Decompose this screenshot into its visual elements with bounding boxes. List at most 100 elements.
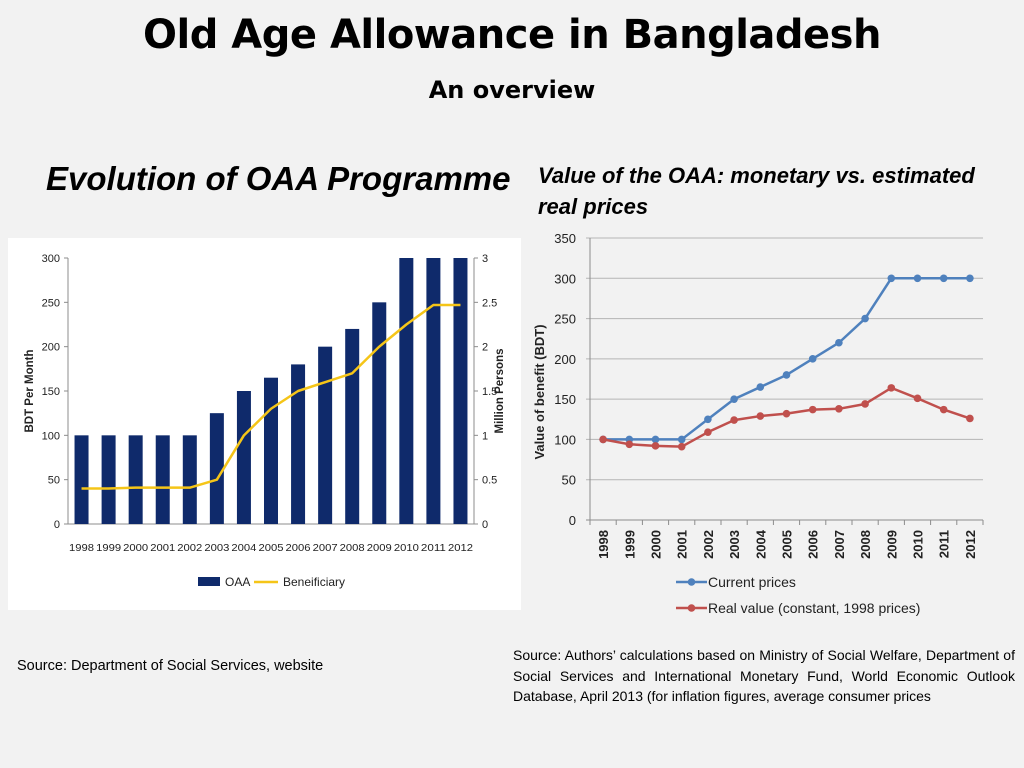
legend-current-prices-label: Current prices [708, 574, 796, 590]
left-axis-tick-label: 250 [42, 297, 60, 309]
x-axis-tick-label: 1999 [622, 530, 637, 559]
x-axis-tick-label: 1999 [96, 542, 121, 554]
y-axis-tick-label: 200 [554, 352, 576, 367]
y-axis-tick-label: 150 [554, 392, 576, 407]
x-axis-tick-label: 2005 [259, 542, 284, 554]
oaa-bar [236, 391, 251, 524]
real-value-point [835, 405, 843, 413]
real-value-point [887, 384, 896, 392]
x-axis-tick-label: 2006 [286, 542, 311, 554]
x-axis-tick-label: 2003 [727, 530, 742, 559]
right-section-heading: Value of the OAA: monetary vs. estimated… [538, 163, 975, 219]
current-prices-point [704, 415, 712, 424]
real-value-point [677, 442, 686, 451]
right-axis-title: Million Persons [494, 349, 506, 434]
current-prices-point [730, 395, 738, 403]
x-axis-tick-label: 2008 [858, 530, 873, 559]
right-axis-tick-label: 3 [482, 253, 488, 265]
x-axis-tick-label: 2010 [394, 542, 419, 554]
left-axis-title: BDT Per Month [24, 349, 36, 432]
real-value-point [913, 394, 922, 403]
left-axis-tick-label: 200 [42, 342, 60, 354]
y-axis-tick-label: 50 [562, 473, 576, 488]
x-axis-tick-label: 2000 [649, 530, 664, 559]
y-axis-tick-label: 250 [554, 312, 576, 327]
oaa-bar [128, 435, 143, 524]
x-axis-tick-label: 1998 [69, 542, 94, 554]
oaa-bar [318, 346, 333, 524]
real-value-point [782, 409, 791, 418]
x-axis-tick-label: 2004 [753, 529, 768, 559]
y-axis-tick-label: 100 [554, 432, 576, 447]
oaa-bar [291, 364, 306, 524]
oaa-bar [372, 302, 387, 524]
right-source-note: Source: Authors’ calculations based on M… [513, 647, 1015, 704]
slide-subtitle: An overview [428, 76, 596, 104]
oaa-bar [426, 258, 441, 524]
current-prices-point [835, 338, 843, 347]
x-axis-tick-label: 2012 [448, 542, 473, 554]
y-axis-tick-label: 350 [554, 231, 576, 246]
current-prices-point [966, 274, 974, 283]
right-axis-tick-label: 2.5 [482, 297, 497, 309]
x-axis-tick-label: 2003 [204, 542, 229, 554]
right-axis-tick-label: 2 [482, 342, 488, 354]
legend-oaa-swatch [198, 577, 220, 586]
left-axis-tick-label: 300 [42, 253, 60, 265]
current-prices-point [913, 274, 922, 283]
left-axis-tick-label: 0 [54, 519, 60, 531]
legend-real-value-marker [687, 604, 696, 612]
x-axis-tick-label: 2001 [675, 530, 690, 559]
oaa-bar [155, 435, 170, 524]
x-axis-tick-label: 2008 [340, 542, 365, 554]
oaa-bar [399, 258, 414, 524]
current-prices-point [756, 383, 765, 391]
x-axis-tick-label: 2004 [231, 542, 256, 554]
x-axis-tick-label: 2005 [780, 530, 795, 559]
real-value-point [704, 428, 712, 436]
x-axis-tick-label: 2009 [884, 530, 899, 559]
x-axis-tick-label: 2011 [421, 542, 446, 554]
legend-current-prices-marker [687, 578, 696, 586]
y-axis-tick-label: 300 [554, 271, 576, 286]
oaa-bar [209, 413, 224, 524]
oaa-evolution-chart-panel: 0 50 100 150 200 250 300 0 0.5 1 1.5 2 2.5 3 1998 1999 2… [8, 238, 521, 610]
right-axis-tick-label: 0.5 [482, 475, 497, 487]
x-axis-tick-label: 2006 [806, 530, 821, 559]
oaa-value-chart: 0 50 100 150 200 250 300 350 1998 1999 2000 2001 200… [532, 231, 984, 616]
current-prices-point [782, 371, 791, 379]
x-axis-tick-label: 2012 [963, 530, 978, 559]
legend-oaa-label: OAA [225, 575, 250, 589]
current-prices-point [808, 355, 817, 363]
oaa-bar [182, 435, 197, 524]
y-axis-tick-label: 0 [569, 513, 576, 528]
current-prices-point [887, 274, 896, 283]
current-prices-point [939, 274, 948, 283]
left-axis-tick-label: 50 [48, 475, 60, 487]
left-source-note: Source: Department of Social Services, w… [17, 658, 324, 674]
real-value-point [861, 400, 869, 408]
x-axis-tick-label: 2002 [177, 542, 202, 554]
beneficiary-line [81, 303, 461, 490]
x-axis-tick-label: 2010 [911, 530, 926, 559]
oaa-bar [74, 435, 89, 524]
real-value-point [939, 405, 948, 414]
real-value-point [730, 416, 738, 424]
real-value-point [756, 412, 765, 420]
oaa-bar [101, 435, 116, 524]
oaa-bar [345, 328, 360, 524]
x-axis-tick-label: 2000 [123, 542, 148, 554]
y-axis-title: Value of benefit (BDT) [532, 324, 547, 459]
legend-beneficiary-label: Beneificiary [283, 575, 345, 589]
real-value-point [599, 435, 607, 444]
current-prices-point [677, 435, 686, 444]
legend-real-value-label: Real value (constant, 1998 prices) [708, 600, 920, 616]
x-axis-tick-label: 2009 [367, 542, 392, 554]
x-axis-tick-label: 2001 [150, 542, 175, 554]
oaa-bar [264, 377, 278, 524]
x-axis-tick-label: 2007 [832, 530, 847, 559]
left-axis-tick-label: 100 [42, 430, 60, 442]
right-axis-tick-label: 1.5 [482, 386, 497, 398]
real-value-point [808, 405, 817, 414]
